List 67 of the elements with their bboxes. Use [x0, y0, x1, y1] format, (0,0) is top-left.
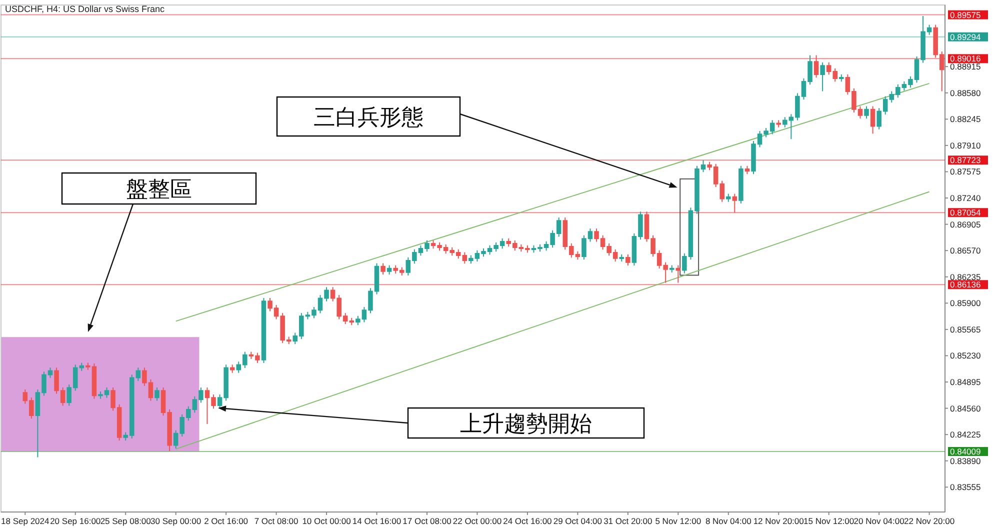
- ref-line-label: 0.86136: [950, 280, 981, 290]
- x-tick-label: 20 Sep 16:00: [50, 516, 101, 526]
- candlestick: [839, 74, 844, 82]
- y-tick-label: 0.85230: [950, 350, 981, 361]
- x-tick-label: 22 Nov 20:00: [904, 516, 955, 526]
- x-tick-label: 2 Oct 16:00: [204, 516, 248, 526]
- y-tick-label: 0.87910: [950, 140, 981, 150]
- ref-line-label: 0.87054: [950, 208, 981, 218]
- y-tick-label: 0.83555: [950, 482, 981, 492]
- x-tick-label: 5 Nov 12:00: [655, 516, 702, 526]
- x-tick-label: 31 Oct 20:00: [604, 516, 653, 526]
- y-tick-label: 0.88245: [950, 114, 981, 124]
- annotation: 三白兵形態: [314, 106, 424, 130]
- y-tick-label: 0.86905: [950, 219, 981, 230]
- candlestick: [619, 254, 624, 262]
- candlestick: [669, 264, 674, 274]
- x-tick-label: 20 Nov 04:00: [854, 516, 905, 526]
- x-tick-label: 30 Sep 00:00: [150, 516, 202, 526]
- y-tick-label: 0.87575: [950, 166, 981, 177]
- y-tick-label: 0.88915: [950, 62, 981, 72]
- x-tick-label: 22 Oct 00:00: [452, 516, 502, 526]
- candlestick: [864, 106, 869, 119]
- chart-title: USDCHF, H4: US Dollar vs Swiss Franc: [5, 4, 166, 14]
- candlestick: [814, 54, 819, 78]
- candlestick: [261, 298, 266, 364]
- ref-line-label: 0.84009: [950, 446, 981, 457]
- annotation: 上升趨勢開始: [460, 412, 592, 437]
- x-tick-label: 15 Nov 12:00: [804, 516, 854, 526]
- candlestick: [776, 120, 781, 128]
- x-tick-label: 8 Nov 04:00: [705, 516, 752, 526]
- y-tick-label: 0.86235: [950, 272, 981, 282]
- ref-line-label: 0.89575: [950, 10, 981, 20]
- y-tick-label: 0.84225: [950, 430, 981, 440]
- y-tick-label: 0.84560: [950, 403, 981, 414]
- candlestick: [738, 165, 744, 204]
- candlestick: [380, 262, 386, 276]
- ref-line-label: 0.87723: [950, 155, 981, 166]
- y-tick-label: 0.86570: [950, 246, 981, 256]
- x-tick-label: 12 Nov 20:00: [753, 516, 804, 526]
- candlestick: [820, 62, 825, 92]
- ref-line-label: 0.89016: [950, 54, 981, 64]
- y-tick-label: 0.85565: [950, 324, 981, 334]
- candlestick: [870, 106, 876, 134]
- x-tick-label: 17 Oct 08:00: [402, 516, 452, 526]
- candlestick: [732, 193, 738, 214]
- ref-line-label: 0.89294: [950, 32, 981, 42]
- x-tick-label: 7 Oct 08:00: [254, 516, 299, 526]
- x-tick-label: 14 Oct 16:00: [352, 516, 402, 526]
- candlestick: [230, 364, 235, 374]
- candlestick: [386, 264, 392, 276]
- candlestick: [626, 254, 630, 266]
- candlestick: [154, 386, 160, 402]
- x-tick-label: 10 Oct 00:00: [302, 516, 352, 526]
- x-tick-label: 25 Sep 08:00: [100, 516, 152, 526]
- annotation: 盤整區: [126, 178, 192, 202]
- candlestick: [726, 193, 731, 202]
- y-tick-label: 0.87240: [950, 193, 981, 204]
- x-tick-label: 24 Oct 16:00: [503, 516, 552, 526]
- x-tick-label: 29 Oct 04:00: [553, 516, 602, 526]
- y-tick-label: 0.83890: [950, 456, 981, 466]
- y-tick-label: 0.88580: [950, 88, 981, 98]
- x-tick-label: 18 Sep 2024: [1, 516, 50, 526]
- candlestick: [349, 317, 354, 326]
- y-tick-label: 0.85900: [950, 298, 981, 308]
- candlestick: [676, 264, 681, 284]
- candlestick: [744, 165, 750, 175]
- y-tick-label: 0.84895: [950, 376, 981, 387]
